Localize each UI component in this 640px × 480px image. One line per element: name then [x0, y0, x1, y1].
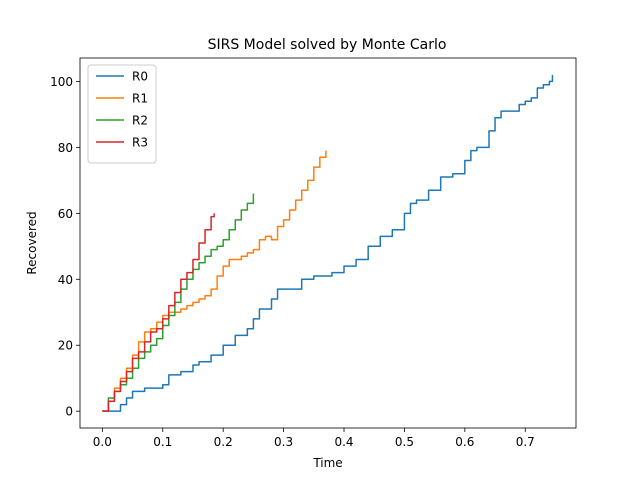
x-axis-label: Time [312, 456, 342, 470]
x-tick-label: 0.2 [214, 435, 233, 449]
y-tick-label: 0 [65, 405, 73, 419]
series-line-r3 [102, 213, 215, 412]
y-axis-label: Recovered [25, 211, 39, 274]
x-tick-label: 0.0 [93, 435, 112, 449]
x-tick-label: 0.7 [516, 435, 535, 449]
y-axis: 0 20 40 60 80 100 [50, 75, 80, 419]
legend: R0 R1 R2 R3 [87, 64, 157, 164]
x-tick-label: 0.5 [395, 435, 414, 449]
y-tick-label: 60 [58, 207, 73, 221]
x-tick-label: 0.3 [274, 435, 293, 449]
x-tick-label: 0.1 [153, 435, 172, 449]
legend-box [87, 64, 157, 164]
y-tick-label: 80 [58, 141, 73, 155]
x-axis: 0.0 0.1 0.2 0.3 0.4 0.5 0.6 0.7 [93, 428, 535, 449]
axes-frame [79, 57, 577, 429]
y-tick-label: 100 [50, 75, 73, 89]
series-line-r0 [102, 74, 554, 412]
x-tick-label: 0.6 [455, 435, 474, 449]
x-tick-label: 0.4 [334, 435, 353, 449]
legend-label-r2: R2 [132, 114, 148, 128]
legend-label-r1: R1 [132, 92, 148, 106]
chart-title: SIRS Model solved by Monte Carlo [208, 37, 447, 53]
series-line-r1 [102, 150, 327, 412]
legend-label-r3: R3 [132, 136, 148, 150]
y-tick-label: 40 [58, 273, 73, 287]
plot-area [102, 74, 554, 412]
legend-label-r0: R0 [132, 70, 148, 84]
y-tick-label: 20 [58, 339, 73, 353]
series-line-r2 [102, 193, 255, 412]
